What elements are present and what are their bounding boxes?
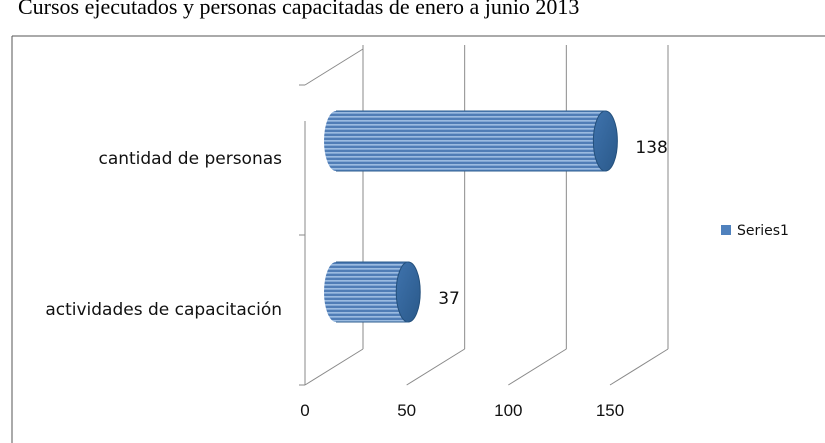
chart-title: Cursos ejecutados y personas capacitadas… bbox=[18, 0, 579, 19]
x-tick-label: 50 bbox=[397, 401, 416, 420]
bar bbox=[336, 111, 606, 171]
bar-start-cap bbox=[324, 262, 348, 322]
y-axis-categories: actividades de capacitación cantidad de p… bbox=[45, 149, 282, 320]
grid-floor-line bbox=[508, 348, 567, 386]
bar-end-cap bbox=[395, 261, 421, 323]
grid-floor-line bbox=[609, 348, 669, 386]
data-label: 138 bbox=[635, 138, 667, 158]
legend: Series1 bbox=[721, 223, 789, 239]
grid-floor-line bbox=[304, 348, 364, 386]
legend-swatch bbox=[721, 225, 731, 235]
x-tick-label: 100 bbox=[494, 401, 522, 420]
x-tick-label: 0 bbox=[300, 401, 309, 420]
bar-outline bbox=[336, 110, 606, 172]
bar-end-cap bbox=[592, 110, 618, 172]
x-axis-ticks: 0 50 100 150 bbox=[300, 401, 624, 420]
bar-start-cap bbox=[324, 111, 348, 171]
grid-floor-line bbox=[406, 348, 465, 386]
category-label: actividades de capacitación bbox=[45, 300, 282, 320]
legend-label: Series1 bbox=[737, 223, 789, 239]
left-wall-top-edge bbox=[304, 48, 364, 86]
bars bbox=[324, 110, 618, 323]
data-labels: 37 138 bbox=[438, 138, 668, 309]
x-tick-label: 150 bbox=[596, 401, 624, 420]
data-label: 37 bbox=[438, 289, 460, 309]
bar-outline bbox=[336, 261, 409, 323]
category-label: cantidad de personas bbox=[98, 149, 282, 169]
grid-lines bbox=[299, 45, 669, 386]
